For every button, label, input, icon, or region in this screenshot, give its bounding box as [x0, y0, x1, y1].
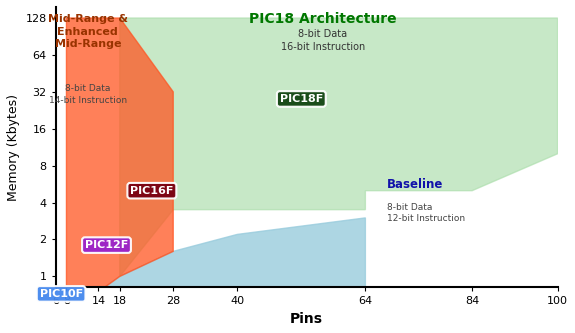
Text: 8-bit Data
12-bit Instruction: 8-bit Data 12-bit Instruction — [387, 202, 465, 223]
X-axis label: Pins: Pins — [290, 312, 323, 326]
Text: PIC10F: PIC10F — [40, 289, 83, 299]
Text: PIC18F: PIC18F — [279, 94, 323, 104]
Text: 8-bit Data
14-bit Instruction: 8-bit Data 14-bit Instruction — [49, 85, 127, 105]
Polygon shape — [120, 18, 558, 276]
Text: Baseline: Baseline — [387, 177, 443, 190]
Text: PIC12F: PIC12F — [85, 240, 128, 250]
Y-axis label: Memory (Kbytes): Memory (Kbytes) — [7, 94, 20, 201]
Text: Mid-Range &
Enhanced
Mid-Range: Mid-Range & Enhanced Mid-Range — [48, 14, 128, 49]
Polygon shape — [67, 18, 173, 308]
Text: PIC18 Architecture: PIC18 Architecture — [249, 12, 397, 27]
Text: 8-bit Data
16-bit Instruction: 8-bit Data 16-bit Instruction — [281, 29, 365, 52]
Text: PIC16F: PIC16F — [130, 186, 174, 196]
Polygon shape — [56, 218, 365, 308]
